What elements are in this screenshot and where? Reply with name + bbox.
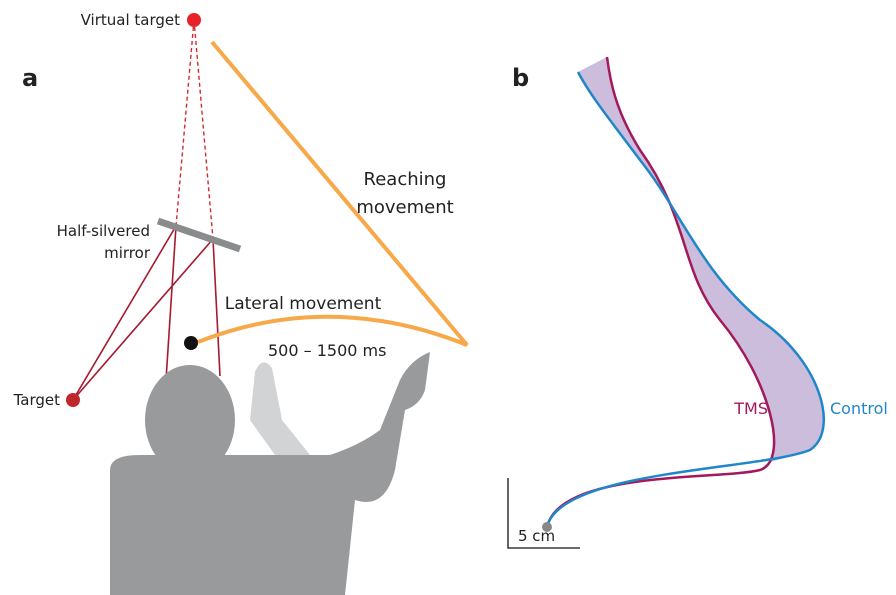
movement-path [197, 40, 469, 347]
virtual-target [187, 13, 201, 27]
target [66, 393, 80, 407]
delay-label: 500 – 1500 ms [268, 341, 386, 360]
start-point [184, 336, 198, 350]
start-point [542, 522, 552, 532]
mirror-label: mirror [104, 244, 151, 262]
virtual-target-label: Virtual target [81, 11, 181, 29]
reaching-label: movement [356, 197, 453, 218]
panel-label: a [22, 64, 38, 92]
control-trajectory [545, 71, 825, 528]
scale-bar [507, 478, 580, 549]
scale-label: 5 cm [518, 527, 555, 545]
body [110, 352, 430, 595]
tms-trajectory [545, 56, 776, 528]
mirror [156, 217, 242, 253]
difference-area [578, 57, 824, 470]
virtual-rays [175, 19, 214, 240]
target-label: Target [13, 391, 61, 409]
real-rays [72, 225, 221, 401]
reaching-label: Reaching [364, 169, 447, 190]
lateral-label: Lateral movement [225, 294, 382, 314]
panel-label: b [512, 64, 529, 92]
control-label: Control [830, 399, 888, 418]
head [145, 365, 235, 475]
mirror-label: Half-silvered [57, 222, 150, 240]
tms-label: TMS [733, 399, 768, 418]
